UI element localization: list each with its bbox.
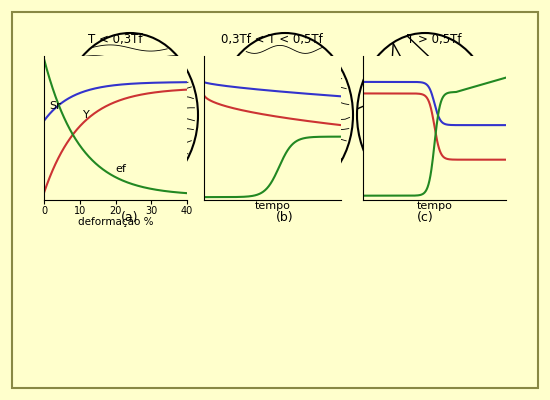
Text: T > 0,5Tf: T > 0,5Tf [407, 33, 462, 46]
X-axis label: deformação %: deformação % [78, 217, 153, 227]
Text: (c): (c) [417, 211, 433, 224]
Text: ef: ef [116, 164, 127, 174]
X-axis label: tempo: tempo [416, 201, 453, 211]
X-axis label: tempo: tempo [254, 201, 290, 211]
Text: (a): (a) [121, 211, 139, 224]
Text: Y: Y [84, 110, 90, 120]
Text: Sr: Sr [50, 101, 61, 111]
Text: T < 0,3Tf: T < 0,3Tf [88, 33, 143, 46]
Text: (b): (b) [276, 211, 294, 224]
Text: 0,3Tf < T < 0,5Tf: 0,3Tf < T < 0,5Tf [221, 33, 323, 46]
